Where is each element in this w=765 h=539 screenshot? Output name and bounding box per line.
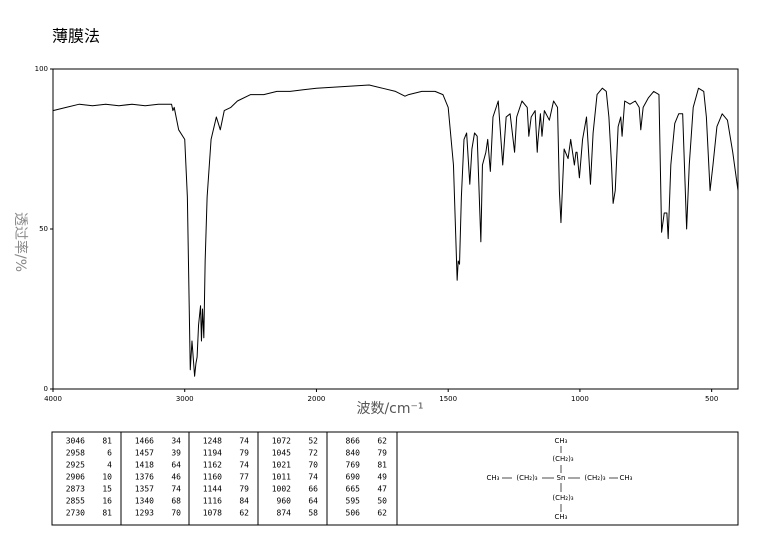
structure-label: (CH₂)₃ (552, 494, 573, 502)
table-transmittance: 74 (308, 473, 318, 482)
table-wavenumber: 1194 (203, 449, 222, 458)
table-wavenumber: 3046 (66, 437, 85, 446)
spectrum-line (52, 84, 739, 377)
table-transmittance: 50 (377, 497, 387, 506)
table-wavenumber: 1357 (135, 485, 154, 494)
table-transmittance: 62 (377, 509, 387, 518)
structure-label: Sn (557, 474, 566, 482)
y-axis-label: 透过率/% (12, 212, 29, 272)
table-wavenumber: 1116 (203, 497, 222, 506)
table-wavenumber: 2730 (66, 509, 85, 518)
table-wavenumber: 2855 (66, 497, 85, 506)
table-transmittance: 81 (102, 437, 112, 446)
structure-label: CH₃ (555, 437, 568, 445)
y-tick-label: 100 (35, 65, 48, 73)
table-wavenumber: 769 (346, 461, 361, 470)
table-wavenumber: 2925 (66, 461, 85, 470)
x-tick-label: 1500 (439, 395, 457, 403)
x-tick-label: 3000 (176, 395, 194, 403)
table-transmittance: 39 (171, 449, 181, 458)
table-transmittance: 72 (308, 449, 318, 458)
table-transmittance: 64 (308, 497, 318, 506)
x-tick-label: 1000 (571, 395, 589, 403)
table-wavenumber: 840 (346, 449, 361, 458)
table-wavenumber: 1162 (203, 461, 222, 470)
y-tick-label: 0 (44, 385, 48, 393)
table-wavenumber: 1376 (135, 473, 154, 482)
table-wavenumber: 1293 (135, 509, 154, 518)
table-transmittance: 79 (239, 485, 249, 494)
table-wavenumber: 1021 (272, 461, 291, 470)
table-transmittance: 46 (171, 473, 181, 482)
peak-table: 3046 81 2958 6 2925 4 2906 10 2873 15 2855 16 2730 81… (51, 431, 739, 526)
table-wavenumber: 1248 (203, 437, 222, 446)
structure-label: CH₃ (620, 474, 633, 482)
table-transmittance: 58 (308, 509, 318, 518)
table-wavenumber: 2958 (66, 449, 85, 458)
table-wavenumber: 960 (277, 497, 292, 506)
table-transmittance: 68 (171, 497, 181, 506)
x-tick-label: 4000 (44, 395, 62, 403)
table-transmittance: 70 (308, 461, 318, 470)
structure-label: CH₃ (555, 513, 568, 521)
table-transmittance: 64 (171, 461, 181, 470)
table-wavenumber: 1072 (272, 437, 291, 446)
table-transmittance: 4 (107, 461, 112, 470)
table-transmittance: 34 (171, 437, 181, 446)
table-wavenumber: 1340 (135, 497, 154, 506)
table-wavenumber: 1002 (272, 485, 291, 494)
structure-label: CH₃ (487, 474, 500, 482)
table-wavenumber: 1078 (203, 509, 222, 518)
table-transmittance: 74 (239, 461, 249, 470)
structure: CH₃ (CH₂)₃ CH₃ (CH₂)₃ Sn (CH₂)₃ CH₃ (CH₂… (487, 437, 633, 521)
structure-label: (CH₂)₃ (552, 455, 573, 463)
table-transmittance: 74 (239, 437, 249, 446)
table-transmittance: 62 (239, 509, 249, 518)
x-tick-label: 2000 (308, 395, 326, 403)
table-transmittance: 47 (377, 485, 387, 494)
table-wavenumber: 1457 (135, 449, 154, 458)
structure-label: (CH₂)₃ (584, 474, 605, 482)
chart-title: 薄膜法 (52, 27, 100, 46)
table-wavenumber: 1144 (203, 485, 222, 494)
table-transmittance: 77 (239, 473, 249, 482)
table-wavenumber: 1011 (272, 473, 291, 482)
y-tick-label: 50 (39, 225, 48, 233)
table-wavenumber: 665 (346, 485, 361, 494)
table-wavenumber: 874 (277, 509, 292, 518)
table-transmittance: 10 (102, 473, 112, 482)
table-transmittance: 84 (239, 497, 249, 506)
x-axis-label: 波数/cm⁻¹ (356, 401, 423, 417)
table-wavenumber: 1418 (135, 461, 154, 470)
table-wavenumber: 1160 (203, 473, 222, 482)
table-wavenumber: 1466 (135, 437, 154, 446)
table-transmittance: 52 (308, 437, 318, 446)
table-transmittance: 81 (102, 509, 112, 518)
table-transmittance: 62 (377, 437, 387, 446)
plot-frame (52, 68, 739, 390)
table-frame (51, 431, 739, 526)
table-wavenumber: 595 (346, 497, 361, 506)
table-transmittance: 79 (377, 449, 387, 458)
table-wavenumber: 506 (346, 509, 361, 518)
table-wavenumber: 2873 (66, 485, 85, 494)
table-transmittance: 70 (171, 509, 181, 518)
x-tick-label: 500 (705, 395, 718, 403)
table-transmittance: 79 (239, 449, 249, 458)
table-transmittance: 74 (171, 485, 181, 494)
table-wavenumber: 866 (346, 437, 361, 446)
structure-label: (CH₂)₃ (516, 474, 537, 482)
table-wavenumber: 1045 (272, 449, 291, 458)
table-transmittance: 16 (102, 497, 112, 506)
table-transmittance: 81 (377, 461, 387, 470)
table-transmittance: 6 (107, 449, 112, 458)
table-transmittance: 66 (308, 485, 318, 494)
table-transmittance: 49 (377, 473, 387, 482)
table-wavenumber: 690 (346, 473, 361, 482)
table-wavenumber: 2906 (66, 473, 85, 482)
table-transmittance: 15 (102, 485, 112, 494)
